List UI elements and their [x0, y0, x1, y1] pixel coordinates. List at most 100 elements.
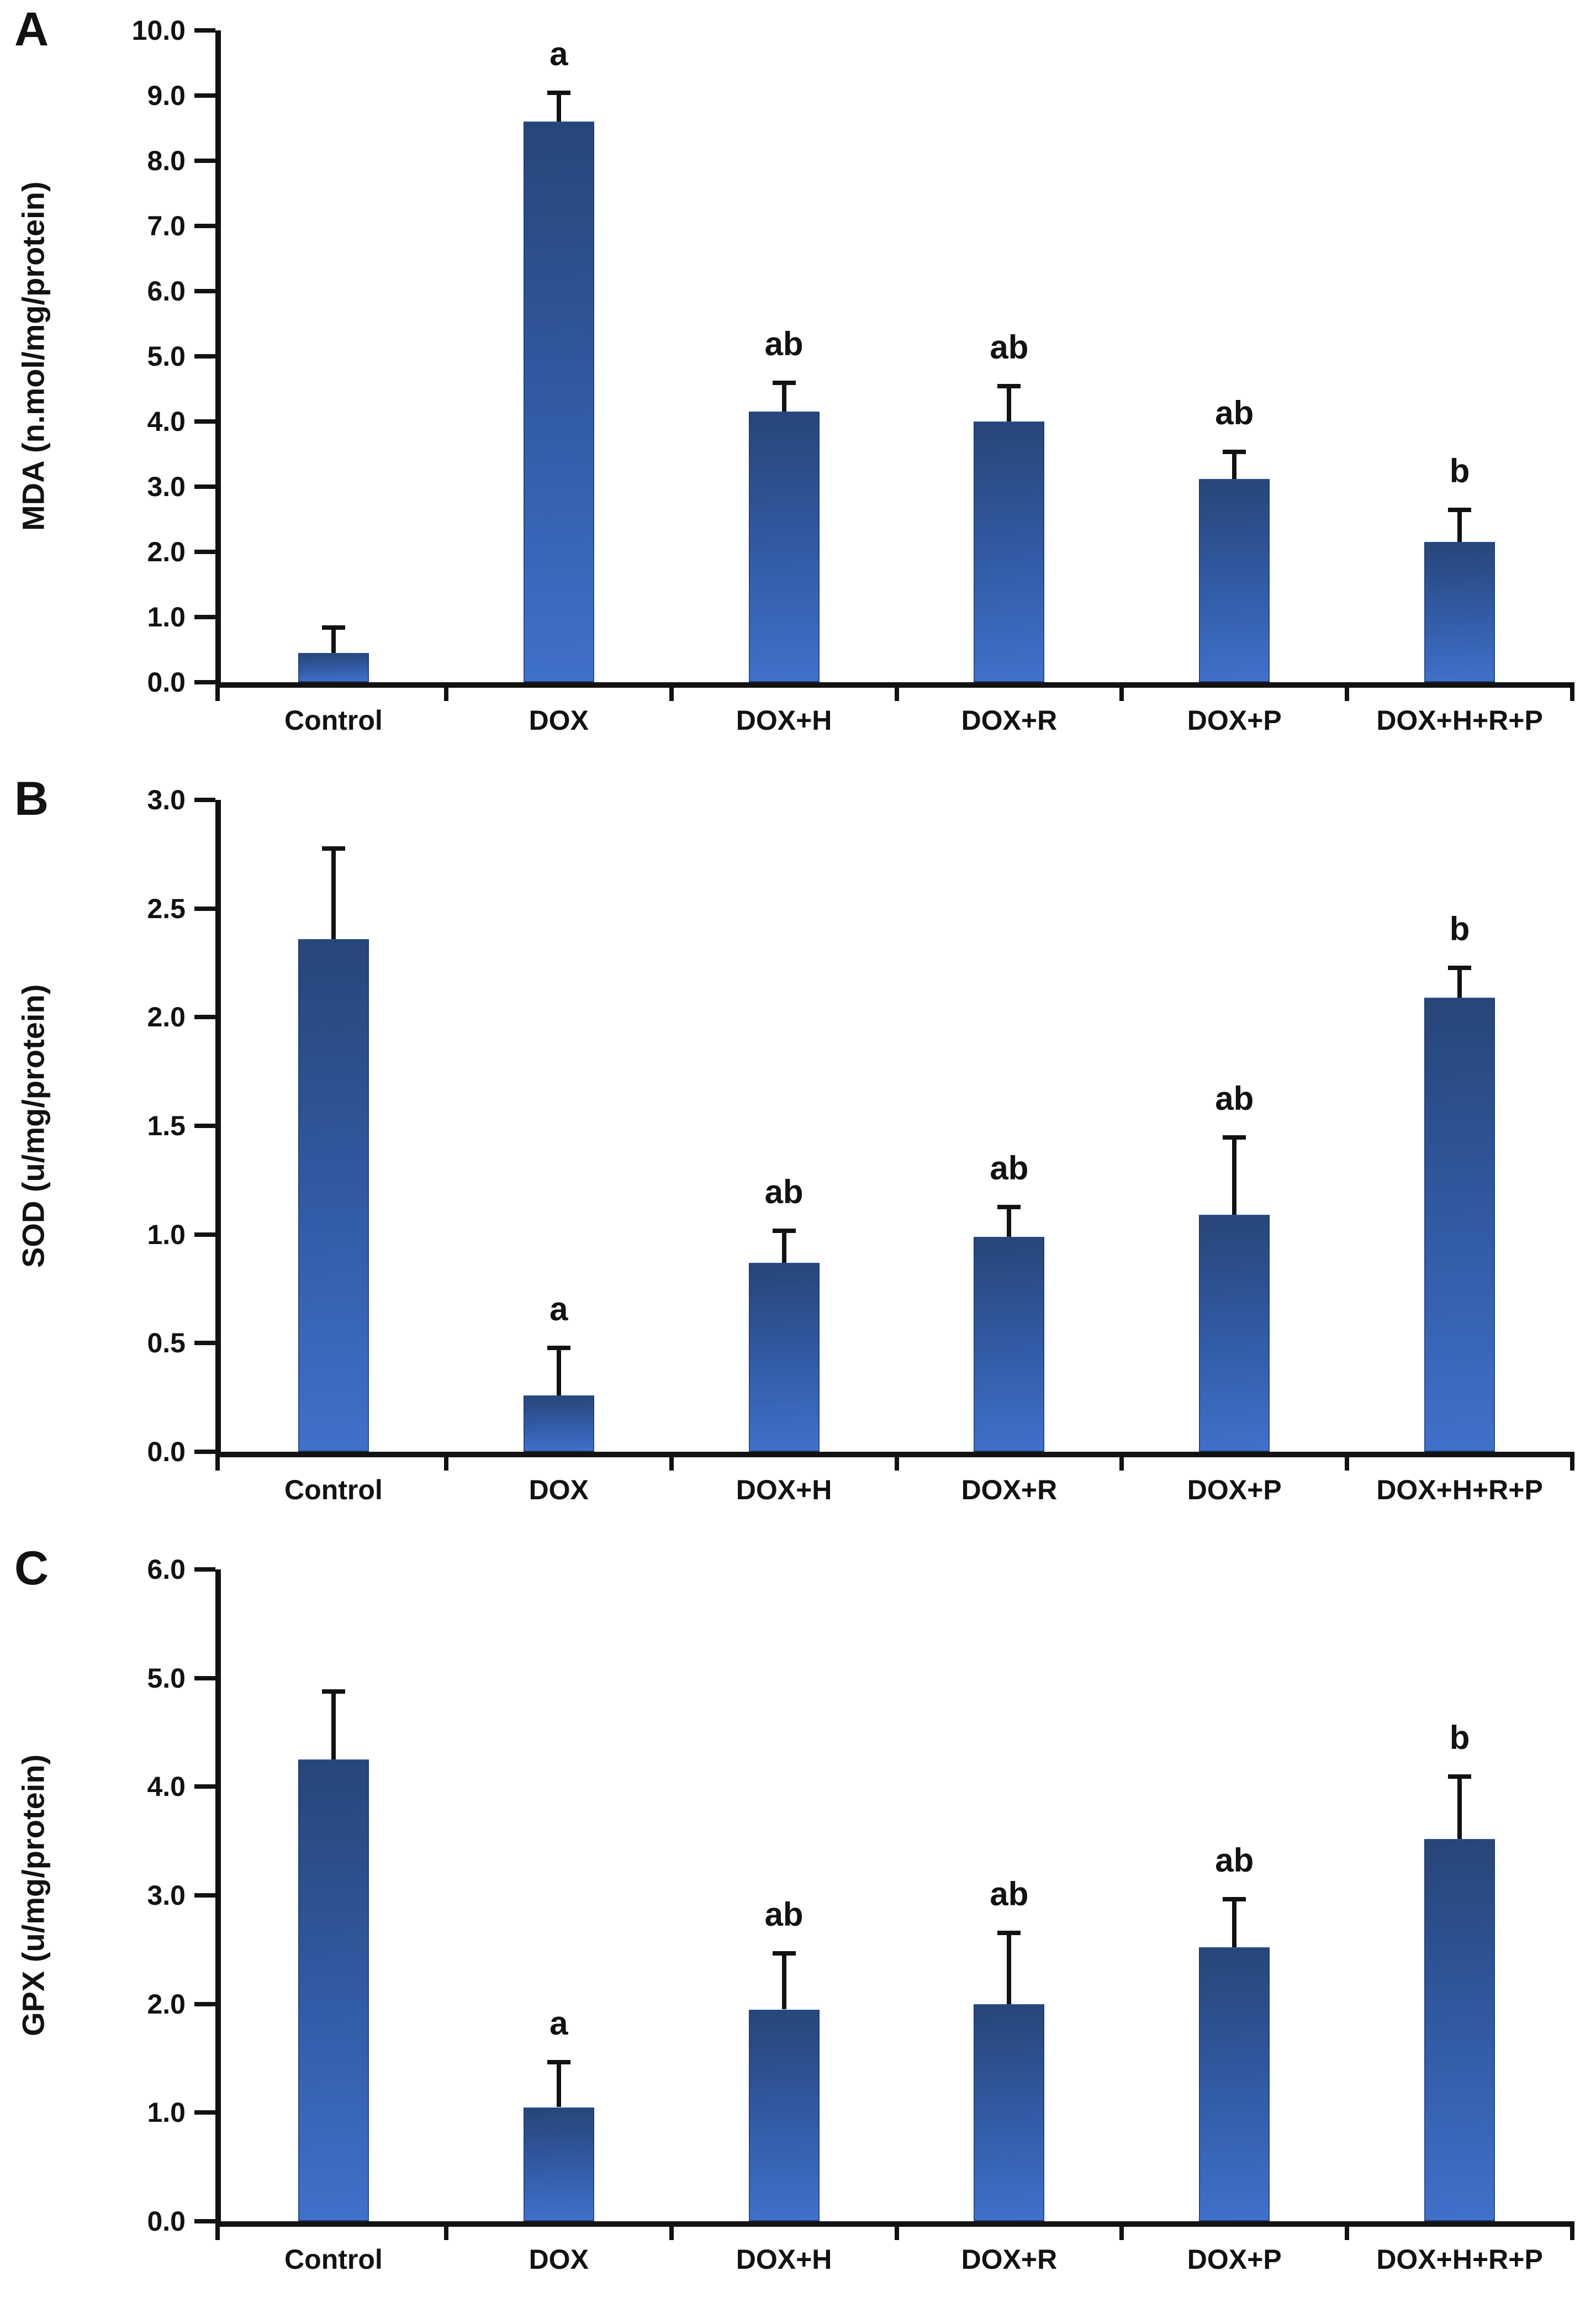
- error-bar-line: [1007, 1206, 1012, 1237]
- x-tick-mark: [1119, 2221, 1124, 2240]
- y-tick-label: 6.0: [147, 1554, 186, 1585]
- error-bar-line: [331, 1691, 336, 1760]
- y-tick-mark: [194, 289, 215, 293]
- y-tick-label: 5.0: [147, 341, 186, 372]
- y-tick-label: 10.0: [131, 15, 186, 46]
- significance-letter: ab: [990, 1875, 1029, 1912]
- panel-letter-c: C: [14, 1542, 49, 1595]
- category-label: DOX+H: [736, 1474, 832, 1505]
- bar-DOX+H: [748, 412, 820, 682]
- x-tick-mark: [1570, 2221, 1574, 2240]
- bar-DOX: [523, 1395, 594, 1452]
- x-tick-mark: [215, 1452, 220, 1471]
- error-bar-cap: [1223, 1135, 1246, 1140]
- significance-letter: ab: [990, 329, 1029, 366]
- category-label: DOX+R: [961, 1474, 1058, 1505]
- error-bar-cap: [1448, 965, 1472, 970]
- error-bar-cap: [997, 1204, 1021, 1209]
- y-tick-label: 0.5: [147, 1327, 186, 1359]
- y-tick-mark: [194, 1893, 215, 1898]
- error-bar-cap: [772, 381, 796, 386]
- y-tick-mark: [194, 159, 215, 163]
- significance-letter: ab: [1215, 394, 1254, 432]
- error-bar-cap: [547, 1346, 570, 1351]
- category-label: DOX+H+R+P: [1376, 1474, 1543, 1505]
- x-tick-mark: [1345, 1452, 1350, 1471]
- y-tick-mark: [194, 550, 215, 554]
- error-bar-cap: [321, 625, 345, 630]
- x-tick-mark: [894, 1452, 899, 1471]
- error-bar-line: [781, 1230, 786, 1263]
- y-tick-mark: [194, 419, 215, 424]
- category-label: DOX+P: [1187, 1474, 1282, 1505]
- category-label: DOX+H+R+P: [1376, 705, 1543, 736]
- chart-panel-c: C GPX (u/mg/protein) 6.0 5.0 4.0 3.0 2.0 1.0 0…: [0, 1539, 1596, 2308]
- error-bar-cap: [1448, 1774, 1472, 1779]
- y-tick-mark: [194, 28, 215, 33]
- bar-DOX+R: [974, 1236, 1045, 1452]
- bar-DOX+H: [748, 1262, 820, 1452]
- y-tick-label: 2.5: [147, 893, 186, 924]
- bar-DOX+H+R+P: [1424, 997, 1495, 1452]
- bar-DOX+P: [1199, 1215, 1270, 1452]
- bar-Control: [298, 652, 369, 682]
- y-tick-label: 7.0: [147, 210, 186, 241]
- y-tick-label: 3.0: [147, 1880, 186, 1911]
- plot-area-c: 6.0 5.0 4.0 3.0 2.0 1.0 0.0 Control a DOX ab DOX+H a…: [147, 1554, 1574, 2275]
- error-bar-line: [331, 626, 336, 653]
- y-tick-label: 3.0: [147, 784, 186, 815]
- category-label: DOX+R: [961, 705, 1058, 736]
- error-bar-cap: [321, 1689, 345, 1694]
- category-label: Control: [284, 705, 383, 736]
- bar-DOX: [523, 2107, 594, 2221]
- significance-letter: ab: [990, 1149, 1029, 1187]
- y-tick-mark: [194, 1232, 215, 1237]
- significance-letter: b: [1449, 1719, 1470, 1756]
- panel-letter-b: B: [14, 772, 49, 825]
- y-tick-label: 4.0: [147, 1771, 186, 1803]
- y-tick-mark: [194, 680, 215, 684]
- y-tick-mark: [194, 1784, 215, 1789]
- y-tick-label: 1.0: [147, 2097, 186, 2128]
- panel-letter-a: A: [14, 3, 49, 56]
- x-tick-mark: [1345, 2221, 1350, 2240]
- y-tick-label: 0.0: [147, 2206, 186, 2237]
- y-tick-label: 9.0: [147, 80, 186, 111]
- y-tick-mark: [194, 224, 215, 228]
- error-bar-cap: [997, 384, 1021, 389]
- category-label: DOX+H: [736, 2244, 832, 2275]
- y-tick-mark: [194, 1675, 215, 1680]
- y-tick-label: 2.0: [147, 1002, 186, 1033]
- chart-panel-b: B SOD (u/mg/protein) 3.0 2.5 2.0 1.5 1.0 0.5 0…: [0, 770, 1596, 1539]
- x-tick-mark: [1119, 682, 1124, 701]
- x-tick-mark: [669, 1452, 674, 1471]
- error-bar-line: [331, 847, 336, 939]
- x-tick-mark: [1570, 1452, 1574, 1471]
- significance-letter: ab: [764, 325, 804, 363]
- significance-letter: b: [1449, 910, 1470, 947]
- x-tick-mark: [215, 2221, 220, 2240]
- category-label: Control: [284, 2244, 383, 2275]
- bar-DOX+R: [974, 2004, 1045, 2221]
- bar-DOX+P: [1199, 478, 1270, 682]
- y-tick-label: 1.0: [147, 1219, 186, 1250]
- error-bar-line: [1457, 509, 1462, 542]
- error-bar-line: [556, 92, 561, 122]
- error-bar-line: [1007, 386, 1012, 421]
- y-tick-mark: [194, 1015, 215, 1020]
- y-tick-mark: [194, 1567, 215, 1572]
- y-tick-label: 0.0: [147, 667, 186, 698]
- plot-area-a: 10.0 9.0 8.0 7.0 6.0 5.0 4.0 3.0 2.0 1.0 0.0 Contro…: [132, 15, 1574, 736]
- bar-DOX+P: [1199, 1947, 1270, 2221]
- error-bar-line: [1007, 1932, 1012, 2004]
- x-tick-mark: [1119, 1452, 1124, 1471]
- category-label: DOX+P: [1187, 2244, 1282, 2275]
- y-tick-mark: [194, 93, 215, 98]
- error-bar-line: [1232, 1898, 1237, 1948]
- bar-DOX+R: [974, 421, 1045, 682]
- significance-letter: ab: [764, 1896, 804, 1933]
- category-label: DOX: [529, 705, 589, 736]
- error-bar-cap: [321, 846, 345, 851]
- error-bar-cap: [547, 2059, 570, 2064]
